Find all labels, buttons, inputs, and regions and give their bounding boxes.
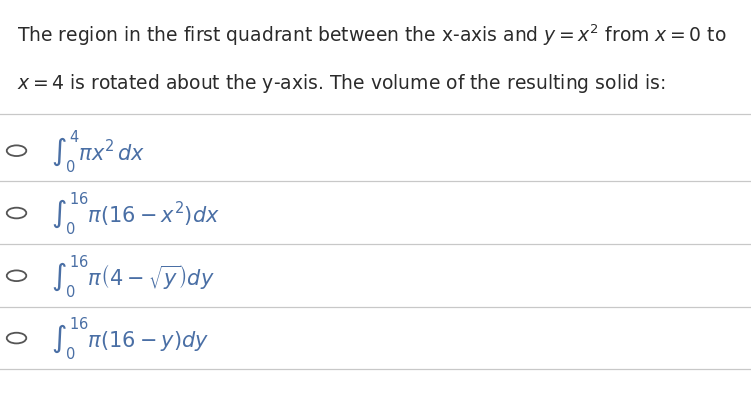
Text: $\int_0^{16} \pi \left(4 - \sqrt{y}\right) dy$: $\int_0^{16} \pi \left(4 - \sqrt{y}\righ…: [51, 253, 215, 299]
Text: $\int_0^{16} \pi \left(16 - x^2\right) dx$: $\int_0^{16} \pi \left(16 - x^2\right) d…: [51, 190, 220, 237]
Text: $x = 4$ is rotated about the y-axis. The volume of the resulting solid is:: $x = 4$ is rotated about the y-axis. The…: [17, 72, 665, 94]
Text: $\int_0^{16} \pi \left(16 - y\right) dy$: $\int_0^{16} \pi \left(16 - y\right) dy$: [51, 315, 209, 362]
Text: $\int_0^4 \pi x^2 \, dx$: $\int_0^4 \pi x^2 \, dx$: [51, 128, 146, 175]
Text: The region in the first quadrant between the x-axis and $y = x^2$ from $x = 0$ t: The region in the first quadrant between…: [17, 22, 726, 48]
